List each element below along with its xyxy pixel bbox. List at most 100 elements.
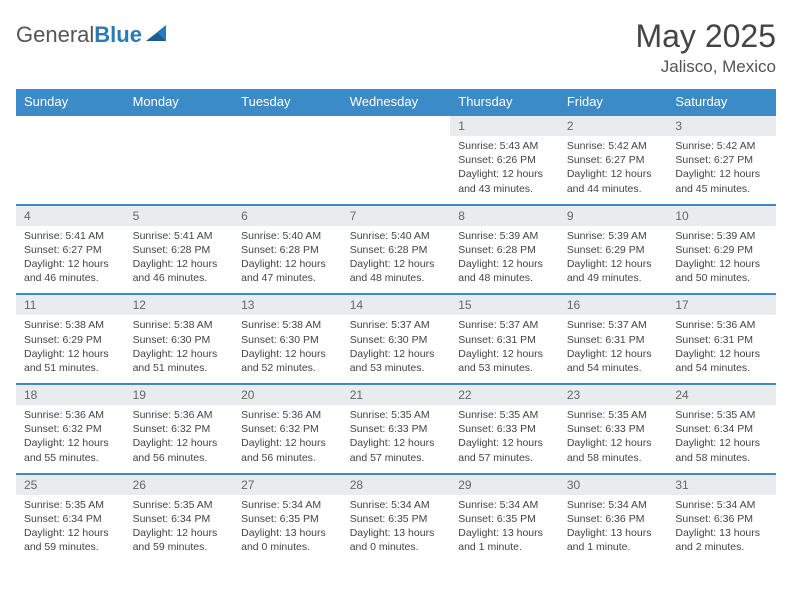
sunset-line: Sunset: 6:27 PM [675, 153, 768, 167]
day-cell: 9Sunrise: 5:39 AMSunset: 6:29 PMDaylight… [559, 205, 668, 295]
sunrise-line: Sunrise: 5:34 AM [241, 498, 334, 512]
weekday-header: Thursday [450, 89, 559, 115]
day-number: 2 [559, 116, 668, 136]
sunrise-line: Sunrise: 5:36 AM [133, 408, 226, 422]
daylight-line: Daylight: 12 hours and 43 minutes. [458, 167, 551, 195]
day-cell: 13Sunrise: 5:38 AMSunset: 6:30 PMDayligh… [233, 294, 342, 384]
day-cell: .. [125, 115, 234, 205]
daylight-line: Daylight: 13 hours and 0 minutes. [241, 526, 334, 554]
day-cell: 30Sunrise: 5:34 AMSunset: 6:36 PMDayligh… [559, 474, 668, 563]
day-cell: 1Sunrise: 5:43 AMSunset: 6:26 PMDaylight… [450, 115, 559, 205]
day-cell: 10Sunrise: 5:39 AMSunset: 6:29 PMDayligh… [667, 205, 776, 295]
sunset-line: Sunset: 6:30 PM [133, 333, 226, 347]
daylight-line: Daylight: 12 hours and 57 minutes. [458, 436, 551, 464]
sunrise-line: Sunrise: 5:34 AM [567, 498, 660, 512]
daylight-line: Daylight: 12 hours and 51 minutes. [24, 347, 117, 375]
daylight-line: Daylight: 12 hours and 56 minutes. [133, 436, 226, 464]
location-label: Jalisco, Mexico [635, 57, 776, 77]
sunrise-line: Sunrise: 5:37 AM [567, 318, 660, 332]
sunrise-line: Sunrise: 5:40 AM [350, 229, 443, 243]
day-cell: 27Sunrise: 5:34 AMSunset: 6:35 PMDayligh… [233, 474, 342, 563]
week-row: ........1Sunrise: 5:43 AMSunset: 6:26 PM… [16, 115, 776, 205]
sunset-line: Sunset: 6:27 PM [567, 153, 660, 167]
sunrise-line: Sunrise: 5:42 AM [567, 139, 660, 153]
sunset-line: Sunset: 6:28 PM [133, 243, 226, 257]
day-number: 7 [342, 206, 451, 226]
daylight-line: Daylight: 13 hours and 2 minutes. [675, 526, 768, 554]
sunset-line: Sunset: 6:33 PM [458, 422, 551, 436]
day-number: 18 [16, 385, 125, 405]
daylight-line: Daylight: 12 hours and 55 minutes. [24, 436, 117, 464]
sunrise-line: Sunrise: 5:39 AM [675, 229, 768, 243]
sunset-line: Sunset: 6:35 PM [458, 512, 551, 526]
daylight-line: Daylight: 12 hours and 59 minutes. [24, 526, 117, 554]
daylight-line: Daylight: 12 hours and 50 minutes. [675, 257, 768, 285]
day-details: Sunrise: 5:35 AMSunset: 6:34 PMDaylight:… [125, 495, 234, 563]
day-details: Sunrise: 5:34 AMSunset: 6:35 PMDaylight:… [342, 495, 451, 563]
day-cell: 26Sunrise: 5:35 AMSunset: 6:34 PMDayligh… [125, 474, 234, 563]
daylight-line: Daylight: 12 hours and 49 minutes. [567, 257, 660, 285]
sunrise-line: Sunrise: 5:35 AM [458, 408, 551, 422]
brand-logo: GeneralBlue [16, 22, 168, 48]
day-number: 25 [16, 475, 125, 495]
daylight-line: Daylight: 12 hours and 46 minutes. [133, 257, 226, 285]
day-details: Sunrise: 5:35 AMSunset: 6:34 PMDaylight:… [667, 405, 776, 473]
day-cell: 4Sunrise: 5:41 AMSunset: 6:27 PMDaylight… [16, 205, 125, 295]
sunrise-line: Sunrise: 5:41 AM [133, 229, 226, 243]
day-details: Sunrise: 5:41 AMSunset: 6:27 PMDaylight:… [16, 226, 125, 294]
sunset-line: Sunset: 6:28 PM [241, 243, 334, 257]
day-details: Sunrise: 5:39 AMSunset: 6:28 PMDaylight:… [450, 226, 559, 294]
day-details: Sunrise: 5:37 AMSunset: 6:31 PMDaylight:… [559, 315, 668, 383]
brand-name: GeneralBlue [16, 22, 142, 48]
day-details: Sunrise: 5:40 AMSunset: 6:28 PMDaylight:… [233, 226, 342, 294]
sunrise-line: Sunrise: 5:36 AM [24, 408, 117, 422]
sunset-line: Sunset: 6:31 PM [675, 333, 768, 347]
sunset-line: Sunset: 6:30 PM [241, 333, 334, 347]
sunset-line: Sunset: 6:33 PM [350, 422, 443, 436]
sunset-line: Sunset: 6:34 PM [24, 512, 117, 526]
sunrise-line: Sunrise: 5:35 AM [567, 408, 660, 422]
day-number: 27 [233, 475, 342, 495]
daylight-line: Daylight: 12 hours and 56 minutes. [241, 436, 334, 464]
day-number: 8 [450, 206, 559, 226]
day-number: 29 [450, 475, 559, 495]
daylight-line: Daylight: 12 hours and 53 minutes. [458, 347, 551, 375]
weekday-header: Tuesday [233, 89, 342, 115]
day-details: Sunrise: 5:37 AMSunset: 6:31 PMDaylight:… [450, 315, 559, 383]
sunrise-line: Sunrise: 5:41 AM [24, 229, 117, 243]
sunset-line: Sunset: 6:32 PM [241, 422, 334, 436]
sunrise-line: Sunrise: 5:34 AM [675, 498, 768, 512]
sail-icon [144, 23, 168, 48]
sunrise-line: Sunrise: 5:42 AM [675, 139, 768, 153]
day-cell: 16Sunrise: 5:37 AMSunset: 6:31 PMDayligh… [559, 294, 668, 384]
day-cell: 3Sunrise: 5:42 AMSunset: 6:27 PMDaylight… [667, 115, 776, 205]
day-number: 28 [342, 475, 451, 495]
day-number: 5 [125, 206, 234, 226]
sunrise-line: Sunrise: 5:43 AM [458, 139, 551, 153]
sunset-line: Sunset: 6:36 PM [567, 512, 660, 526]
day-number: 24 [667, 385, 776, 405]
daylight-line: Daylight: 12 hours and 48 minutes. [458, 257, 551, 285]
week-row: 25Sunrise: 5:35 AMSunset: 6:34 PMDayligh… [16, 474, 776, 563]
sunrise-line: Sunrise: 5:40 AM [241, 229, 334, 243]
sunset-line: Sunset: 6:34 PM [133, 512, 226, 526]
sunset-line: Sunset: 6:32 PM [133, 422, 226, 436]
week-row: 4Sunrise: 5:41 AMSunset: 6:27 PMDaylight… [16, 205, 776, 295]
day-number: 22 [450, 385, 559, 405]
sunset-line: Sunset: 6:31 PM [458, 333, 551, 347]
day-cell: 5 Sunrise: 5:41 AMSunset: 6:28 PMDaylight… [125, 205, 234, 295]
day-details: Sunrise: 5:35 AMSunset: 6:34 PMDaylight:… [16, 495, 125, 563]
sunrise-line: Sunrise: 5:38 AM [133, 318, 226, 332]
sunset-line: Sunset: 6:32 PM [24, 422, 117, 436]
daylight-line: Daylight: 12 hours and 54 minutes. [675, 347, 768, 375]
day-cell: 25Sunrise: 5:35 AMSunset: 6:34 PMDayligh… [16, 474, 125, 563]
day-cell: 17Sunrise: 5:36 AMSunset: 6:31 PMDayligh… [667, 294, 776, 384]
week-row: 18Sunrise: 5:36 AMSunset: 6:32 PMDayligh… [16, 384, 776, 474]
daylight-line: Daylight: 12 hours and 58 minutes. [567, 436, 660, 464]
sunset-line: Sunset: 6:33 PM [567, 422, 660, 436]
day-details: Sunrise: 5:34 AMSunset: 6:35 PMDaylight:… [450, 495, 559, 563]
day-cell: 31Sunrise: 5:34 AMSunset: 6:36 PMDayligh… [667, 474, 776, 563]
day-number: 30 [559, 475, 668, 495]
day-cell: .. [342, 115, 451, 205]
day-number: 13 [233, 295, 342, 315]
